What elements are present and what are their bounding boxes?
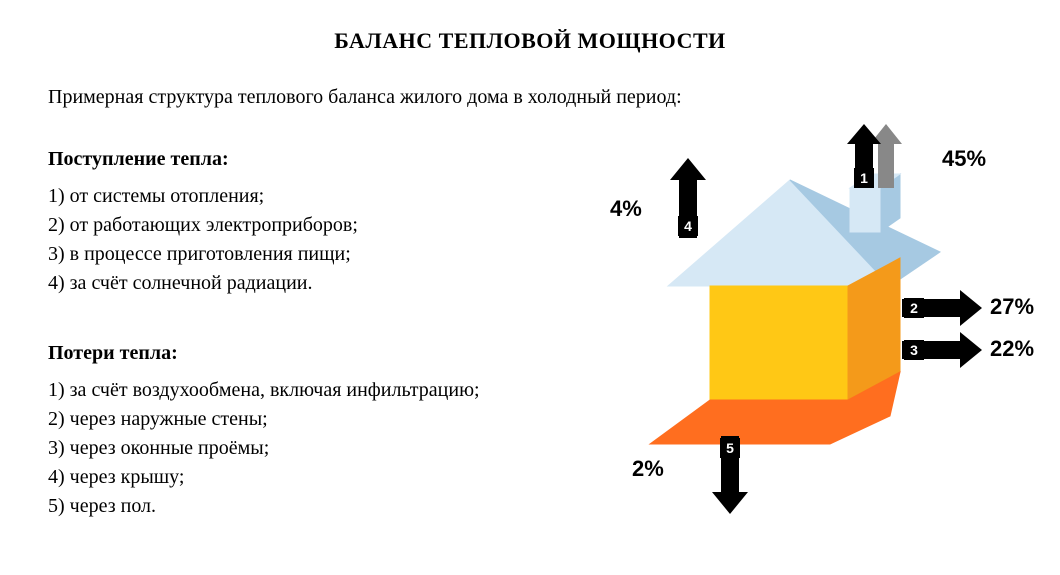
list-item: 3) через оконные проёмы; [48, 434, 480, 463]
page: БАЛАНС ТЕПЛОВОЙ МОЩНОСТИ Примерная струк… [0, 0, 1060, 575]
svg-text:4: 4 [684, 218, 692, 234]
losses-list: 1) за счёт воздухообмена, включая инфиль… [48, 376, 480, 521]
list-item: 2) через наружные стены; [48, 405, 480, 434]
list-item: 1) за счёт воздухообмена, включая инфиль… [48, 376, 480, 405]
pct-window: 22% [990, 336, 1034, 362]
list-item: 4) за счёт солнечной радиации. [48, 269, 358, 298]
house-diagram: 4 1 2 3 5 4% 45% 27% 22% 2% [580, 118, 1050, 538]
svg-text:1: 1 [860, 170, 868, 186]
page-title: БАЛАНС ТЕПЛОВОЙ МОЩНОСТИ [0, 28, 1060, 54]
list-item: 3) в процессе приготовления пищи; [48, 240, 358, 269]
gains-list: 1) от системы отопления; 2) от работающи… [48, 182, 358, 298]
svg-text:2: 2 [910, 300, 918, 316]
subtitle: Примерная структура теплового баланса жи… [48, 86, 682, 109]
list-item: 1) от системы отопления; [48, 182, 358, 211]
pct-wall: 27% [990, 294, 1034, 320]
pct-floor: 2% [632, 456, 664, 482]
list-item: 5) через пол. [48, 492, 480, 521]
losses-heading: Потери тепла: [48, 342, 178, 365]
pct-chimney: 45% [942, 146, 986, 172]
list-item: 4) через крышу; [48, 463, 480, 492]
gains-heading: Поступление тепла: [48, 148, 229, 171]
pct-roof: 4% [610, 196, 642, 222]
svg-text:5: 5 [726, 440, 734, 456]
svg-text:3: 3 [910, 342, 918, 358]
list-item: 2) от работающих электроприборов; [48, 211, 358, 240]
